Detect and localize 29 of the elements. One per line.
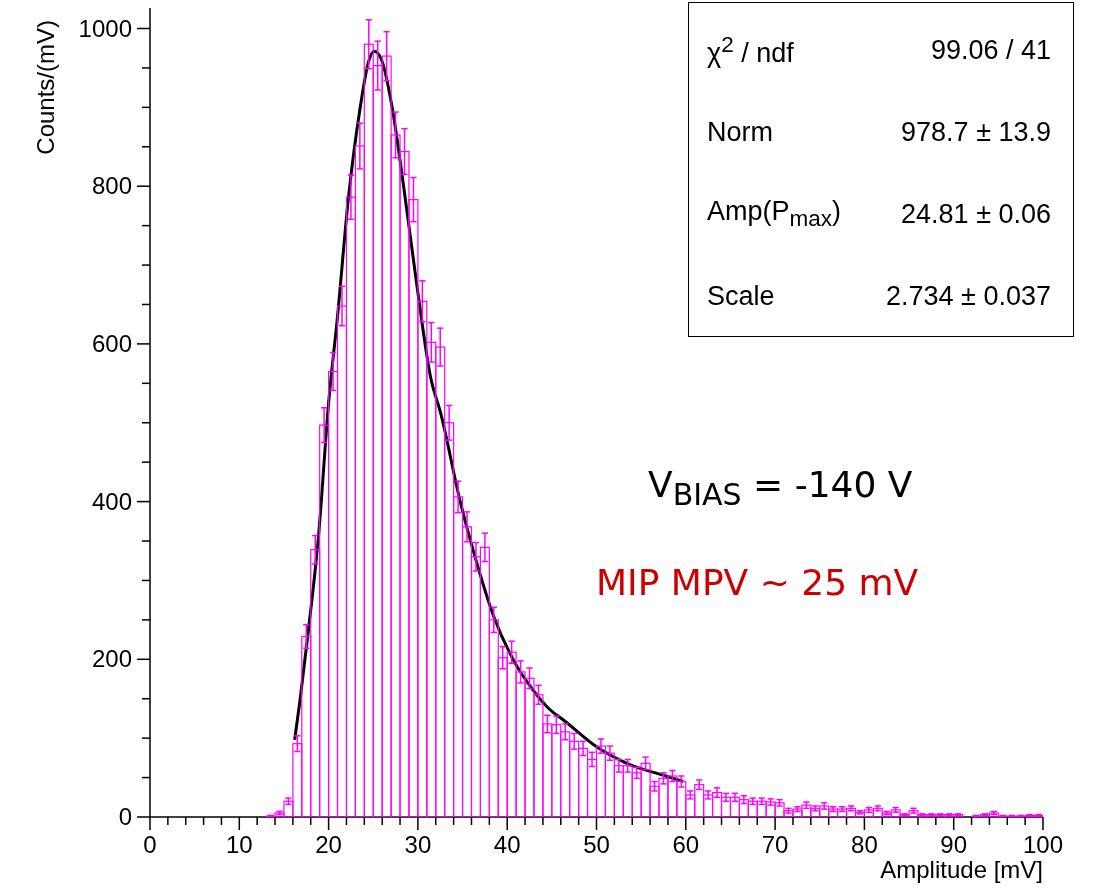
annotation: Scale <box>707 280 775 312</box>
x-tick-label: 30 <box>404 831 432 858</box>
annotation: MIP MPV ~ 25 mV <box>596 562 919 603</box>
annotation: 99.06 / 41 <box>930 34 1051 66</box>
annotation: 24.81 ± 0.06 <box>901 198 1051 230</box>
x-tick-label: 100 <box>1022 831 1064 858</box>
x-tick-label: 60 <box>672 831 700 858</box>
annotation: 978.7 ± 13.9 <box>901 116 1051 148</box>
x-tick-label: 80 <box>851 831 878 858</box>
x-tick-label: 40 <box>493 831 521 858</box>
y-tick-label: 800 <box>91 172 132 200</box>
x-tick-label: 70 <box>761 831 789 858</box>
annotation: 2.734 ± 0.037 <box>886 280 1051 312</box>
annotation: Amp(P$_{max}$) <box>707 195 842 233</box>
annotation: Norm <box>707 116 773 148</box>
y-tick-label: 0 <box>118 803 132 830</box>
x-tick-label: 20 <box>315 831 342 858</box>
annotation: χ$^{2}$ / ndf <box>707 31 794 69</box>
annotation: V$_{BIAS}$ = -140 V <box>648 464 913 513</box>
x-tick-label: 10 <box>225 831 253 858</box>
x-tick-label: 50 <box>583 831 610 858</box>
y-tick-label: 200 <box>91 645 132 673</box>
x-tick-label: 0 <box>143 831 157 858</box>
x-axis-title: Amplitude [mV] <box>880 856 1043 883</box>
y-tick-label: 600 <box>91 329 132 357</box>
y-tick-label: 400 <box>91 487 132 515</box>
y-axis-title: Counts/(mV) <box>32 20 59 155</box>
x-tick-label: 90 <box>940 831 968 858</box>
y-tick-label: 1000 <box>78 14 132 42</box>
